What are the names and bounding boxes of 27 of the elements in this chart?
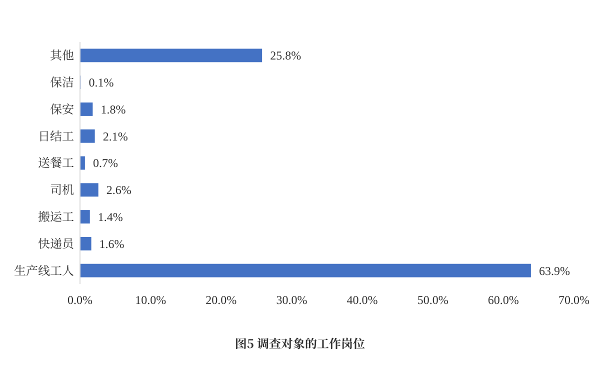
x-tick-label: 0.0% <box>68 293 92 307</box>
data-label: 25.8% <box>270 48 302 63</box>
x-tick-label: 60.0% <box>488 293 519 307</box>
data-label: 2.1% <box>102 129 128 144</box>
y-tick-label: 保安 <box>50 100 74 118</box>
y-tick-label: 生产线工人 <box>14 262 74 279</box>
x-tick-label: 70.0% <box>558 293 590 307</box>
data-label: 2.6% <box>106 183 132 198</box>
x-tick-label: 40.0% <box>346 293 378 307</box>
data-label: 1.6% <box>99 236 124 251</box>
data-label: 1.4% <box>98 210 123 224</box>
data-label: 1.8% <box>100 102 126 116</box>
y-tick-label: 其他 <box>50 46 74 64</box>
y-tick-label: 日结工 <box>38 127 74 144</box>
y-tick-label: 快递员 <box>38 234 75 252</box>
x-tick-label: 20.0% <box>206 293 237 307</box>
y-tick-label: 送餐工 <box>38 154 74 172</box>
data-label: 63.9% <box>538 264 570 278</box>
y-tick-label: 保洁 <box>50 74 74 91</box>
y-tick-label: 搬运工 <box>38 208 74 225</box>
x-tick-label: 30.0% <box>276 293 308 307</box>
y-tick-label: 司机 <box>50 181 74 198</box>
x-tick-label: 10.0% <box>135 293 166 307</box>
data-label: 0.7% <box>92 156 118 170</box>
data-label: 0.1% <box>88 76 114 90</box>
text: 图5 调查对象的工作岗位 <box>234 335 366 352</box>
x-tick-label: 50.0% <box>417 293 448 307</box>
